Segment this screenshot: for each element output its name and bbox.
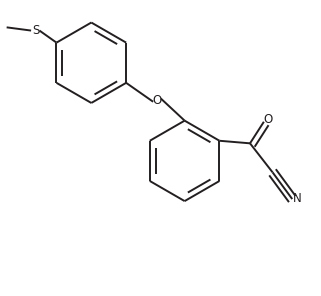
Text: O: O	[152, 94, 162, 107]
Text: S: S	[32, 24, 39, 37]
Text: O: O	[263, 113, 272, 126]
Text: N: N	[293, 192, 302, 205]
